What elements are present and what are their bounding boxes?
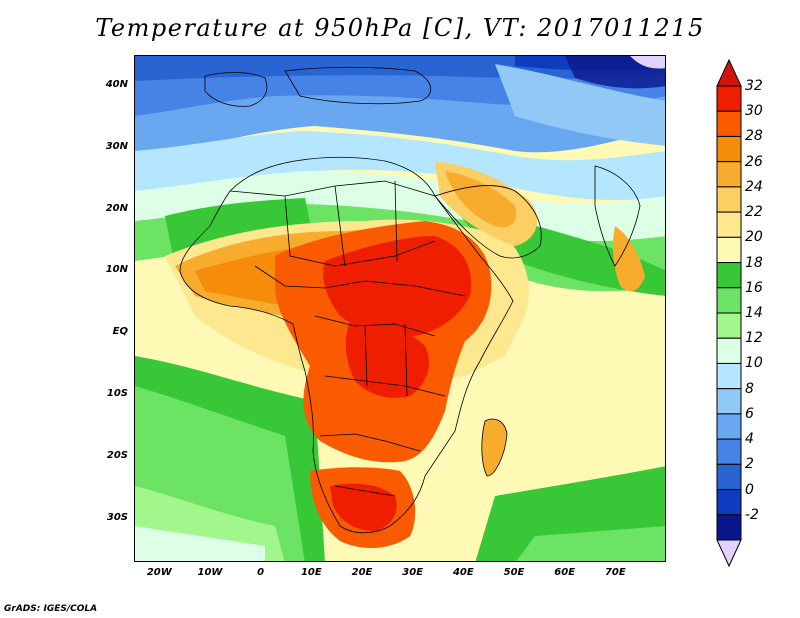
credit-text: GrADS: IGES/COLA <box>4 604 98 614</box>
temperature-field <box>135 56 665 561</box>
colorbar-block <box>716 161 742 188</box>
map-title: Temperature at 950hPa [C], VT: 201701121… <box>95 14 705 42</box>
lat-tick-label: EQ <box>112 326 128 338</box>
lat-tick-label: 40N <box>105 78 128 90</box>
colorbar-level-label: 22 <box>745 204 763 221</box>
colorbar-block <box>716 514 742 541</box>
colorbar-block <box>716 236 742 264</box>
lat-tick-label: 20N <box>105 202 128 214</box>
colorbar-block <box>716 337 742 364</box>
lat-tick-label: 30S <box>106 511 128 523</box>
lon-tick-label: 10W <box>197 567 223 578</box>
colorbar-level-label: 8 <box>745 380 754 397</box>
lon-tick-label: 10E <box>300 567 322 578</box>
lon-tick-label: 40E <box>452 567 474 578</box>
lat-tick-label: 20S <box>106 449 128 461</box>
colorbar-level-label: 32 <box>745 78 763 94</box>
colorbar-block <box>716 262 742 289</box>
colorbar-level-label: 18 <box>745 254 763 271</box>
lon-tick-label: 30E <box>402 567 424 578</box>
colorbar-level-label: 12 <box>745 330 763 347</box>
colorbar-level-label: 20 <box>745 229 763 246</box>
country-borders <box>179 66 641 534</box>
lon-tick-label: 70E <box>604 567 626 578</box>
colorbar-block <box>716 287 742 314</box>
colorbar-level-label: 24 <box>745 178 763 195</box>
lon-tick-label: 60E <box>554 567 576 578</box>
lon-tick-label: 20E <box>351 567 373 578</box>
colorbar-block <box>716 388 742 415</box>
colorbar-level-label: 28 <box>745 128 763 145</box>
colorbar-block <box>716 85 742 112</box>
colorbar-block <box>716 489 742 516</box>
lat-tick-label: 30N <box>105 140 128 152</box>
colorbar-level-label: 2 <box>745 456 754 473</box>
temperature-map <box>135 56 665 561</box>
lon-tick-label: 20W <box>146 567 172 578</box>
lon-tick-label: 50E <box>503 567 525 578</box>
colorbar-top-arrow <box>716 58 742 87</box>
colorbar-block <box>716 135 742 163</box>
colorbar-level-label: 0 <box>745 481 754 498</box>
colorbar-block <box>716 186 742 213</box>
colorbar-block <box>716 438 742 465</box>
colorbar-level-label: 14 <box>745 305 763 321</box>
colorbar-level-label: 30 <box>745 103 763 120</box>
colorbar-level-label: 10 <box>745 355 763 372</box>
lat-tick-label: 10N <box>105 264 128 276</box>
lat-tick-label: 10S <box>106 388 128 400</box>
colorbar-block <box>716 413 742 440</box>
colorbar-level-label: 6 <box>745 405 754 422</box>
colorbar-block <box>716 362 742 390</box>
colorbar-block <box>716 312 742 339</box>
colorbar-level-label: 16 <box>745 279 763 296</box>
colorbar-level-label: -2 <box>745 506 759 523</box>
map-panel <box>134 55 666 562</box>
colorbar-level-label: 4 <box>745 431 754 448</box>
colorbar-block <box>716 110 742 137</box>
colorbar-bottom-arrow <box>716 539 742 568</box>
colorbar-level-label: 26 <box>745 153 763 170</box>
colorbar-block <box>716 211 742 238</box>
lon-tick-label: 0 <box>257 567 265 578</box>
colorbar <box>716 58 742 568</box>
colorbar-block <box>716 463 742 491</box>
